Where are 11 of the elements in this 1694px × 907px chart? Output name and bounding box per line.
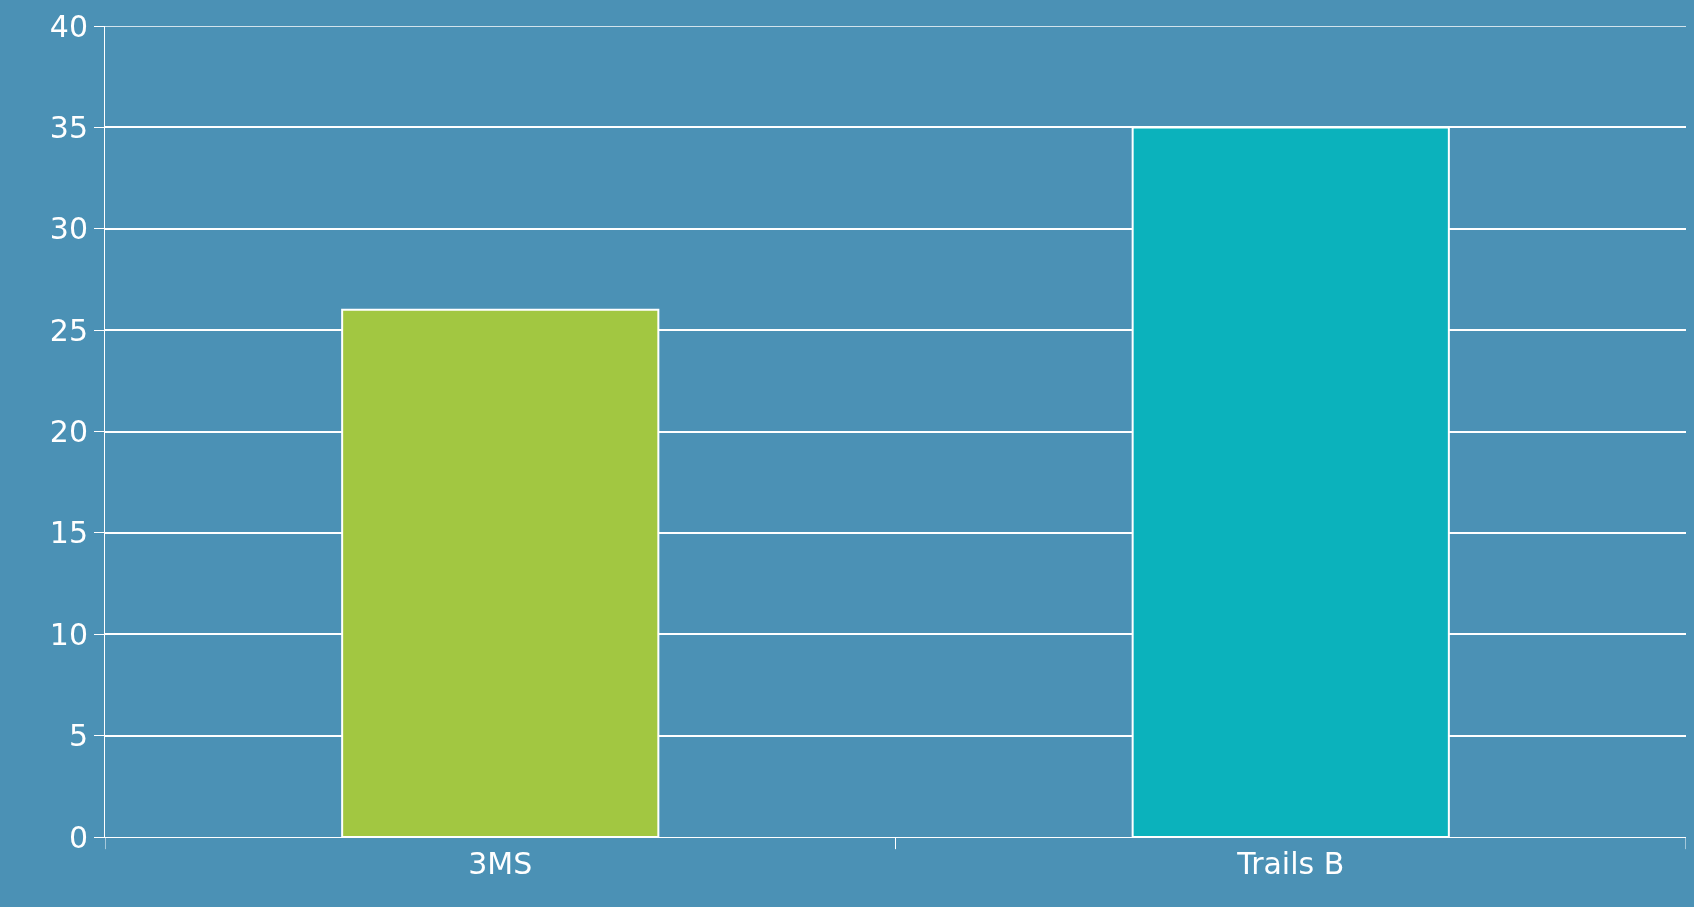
y-tick-label: 5 [68,718,88,754]
y-tick-label: 35 [49,109,88,145]
x-tick-label: Trails B [1236,846,1345,881]
y-tick-label: 15 [49,515,88,551]
y-tick-label: 25 [49,312,88,348]
y-tick-label: 0 [68,819,88,855]
y-tick-label: 40 [49,8,88,44]
y-tick-label: 20 [49,414,88,449]
y-tick-label: 30 [49,211,88,247]
x-tick-label: 3MS [468,846,533,881]
y-tick-label: 10 [49,616,88,652]
